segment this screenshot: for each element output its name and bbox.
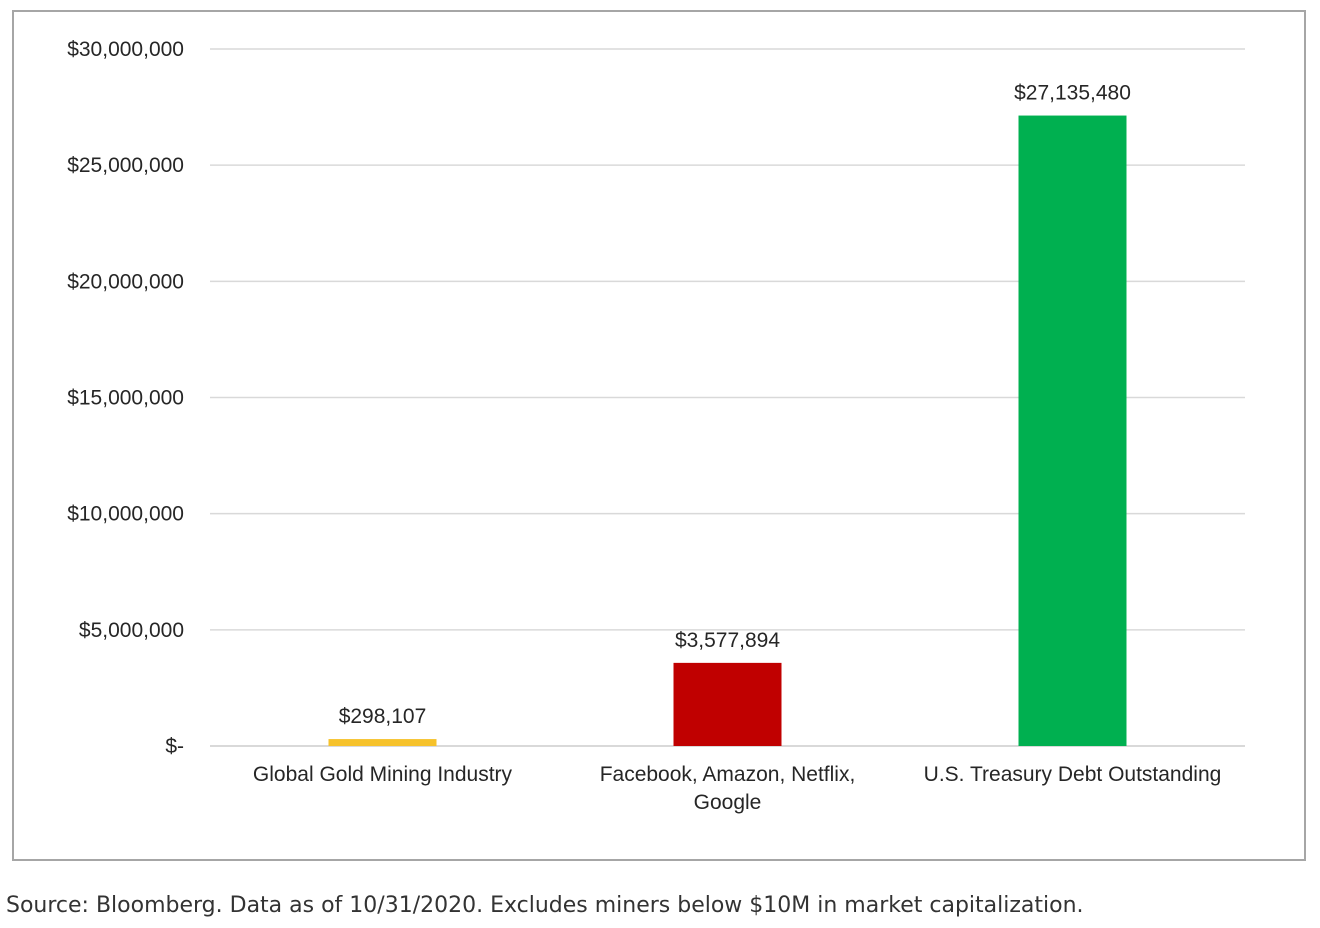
y-tick-label: $20,000,000 [67, 270, 184, 293]
bar-chart: $- $5,000,000 $10,000,000 $15,000,000 $20,00… [67, 38, 1245, 814]
bar [328, 739, 437, 746]
bar [1018, 115, 1127, 746]
y-tick-label: $25,000,000 [67, 154, 184, 177]
x-category-label: Facebook, Amazon, Netflix, [600, 763, 856, 786]
y-tick-label: $15,000,000 [67, 387, 184, 410]
source-note: Source: Bloomberg. Data as of 10/31/2020… [6, 893, 1084, 918]
x-category-label: Global Gold Mining Industry [253, 763, 513, 786]
data-label: $27,135,480 [1014, 82, 1131, 105]
y-tick-label: $30,000,000 [67, 38, 184, 61]
x-category-label: Google [694, 791, 762, 814]
data-label: $3,577,894 [675, 629, 780, 652]
x-category-label: U.S. Treasury Debt Outstanding [924, 763, 1222, 786]
y-tick-label: $- [165, 735, 184, 758]
data-label: $298,107 [339, 705, 427, 728]
bar [673, 662, 782, 746]
y-tick-label: $5,000,000 [79, 619, 184, 642]
y-tick-label: $10,000,000 [67, 503, 184, 526]
